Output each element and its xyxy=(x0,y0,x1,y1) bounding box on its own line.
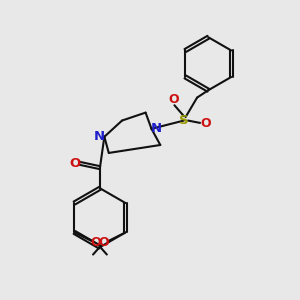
Text: N: N xyxy=(94,130,105,143)
Text: N: N xyxy=(151,122,162,135)
Text: O: O xyxy=(168,93,178,106)
Text: O: O xyxy=(70,157,81,170)
Text: O: O xyxy=(99,236,109,249)
Text: O: O xyxy=(200,117,211,130)
Text: S: S xyxy=(179,114,189,127)
Text: O: O xyxy=(91,236,101,249)
